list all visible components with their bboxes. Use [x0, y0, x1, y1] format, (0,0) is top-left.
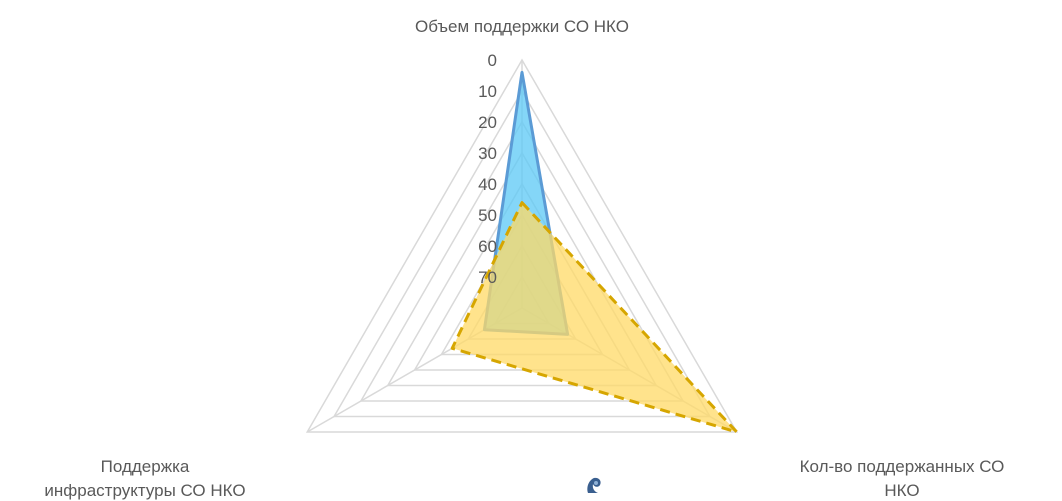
category-label: Поддержка инфраструктуры СО НКО — [44, 457, 245, 500]
category-label: Кол-во поддержанных СО НКО — [800, 457, 1005, 500]
radar-series-layer — [450, 70, 739, 434]
r-tick-label: 70 — [478, 268, 497, 287]
logo-icon — [587, 477, 601, 493]
r-tick-label: 30 — [478, 144, 497, 163]
radial-tick-labels: 0 10 20 30 40 50 60 70 — [478, 51, 497, 287]
gridline-ring — [305, 58, 739, 433]
category-labels: Объем поддержки СО НКО Кол-во поддержанны… — [44, 17, 1004, 500]
category-label: Объем поддержки СО НКО — [415, 17, 629, 36]
r-tick-label: 50 — [478, 206, 497, 225]
gridline-ring — [359, 120, 685, 402]
gridline-ring — [386, 151, 658, 387]
r-tick-label: 0 — [488, 51, 497, 70]
r-tick-label: 40 — [478, 175, 497, 194]
r-tick-label: 10 — [478, 82, 497, 101]
gridline-ring — [332, 89, 712, 418]
r-tick-label: 20 — [478, 113, 497, 132]
r-tick-label: 60 — [478, 237, 497, 256]
series-2-area — [450, 201, 739, 434]
